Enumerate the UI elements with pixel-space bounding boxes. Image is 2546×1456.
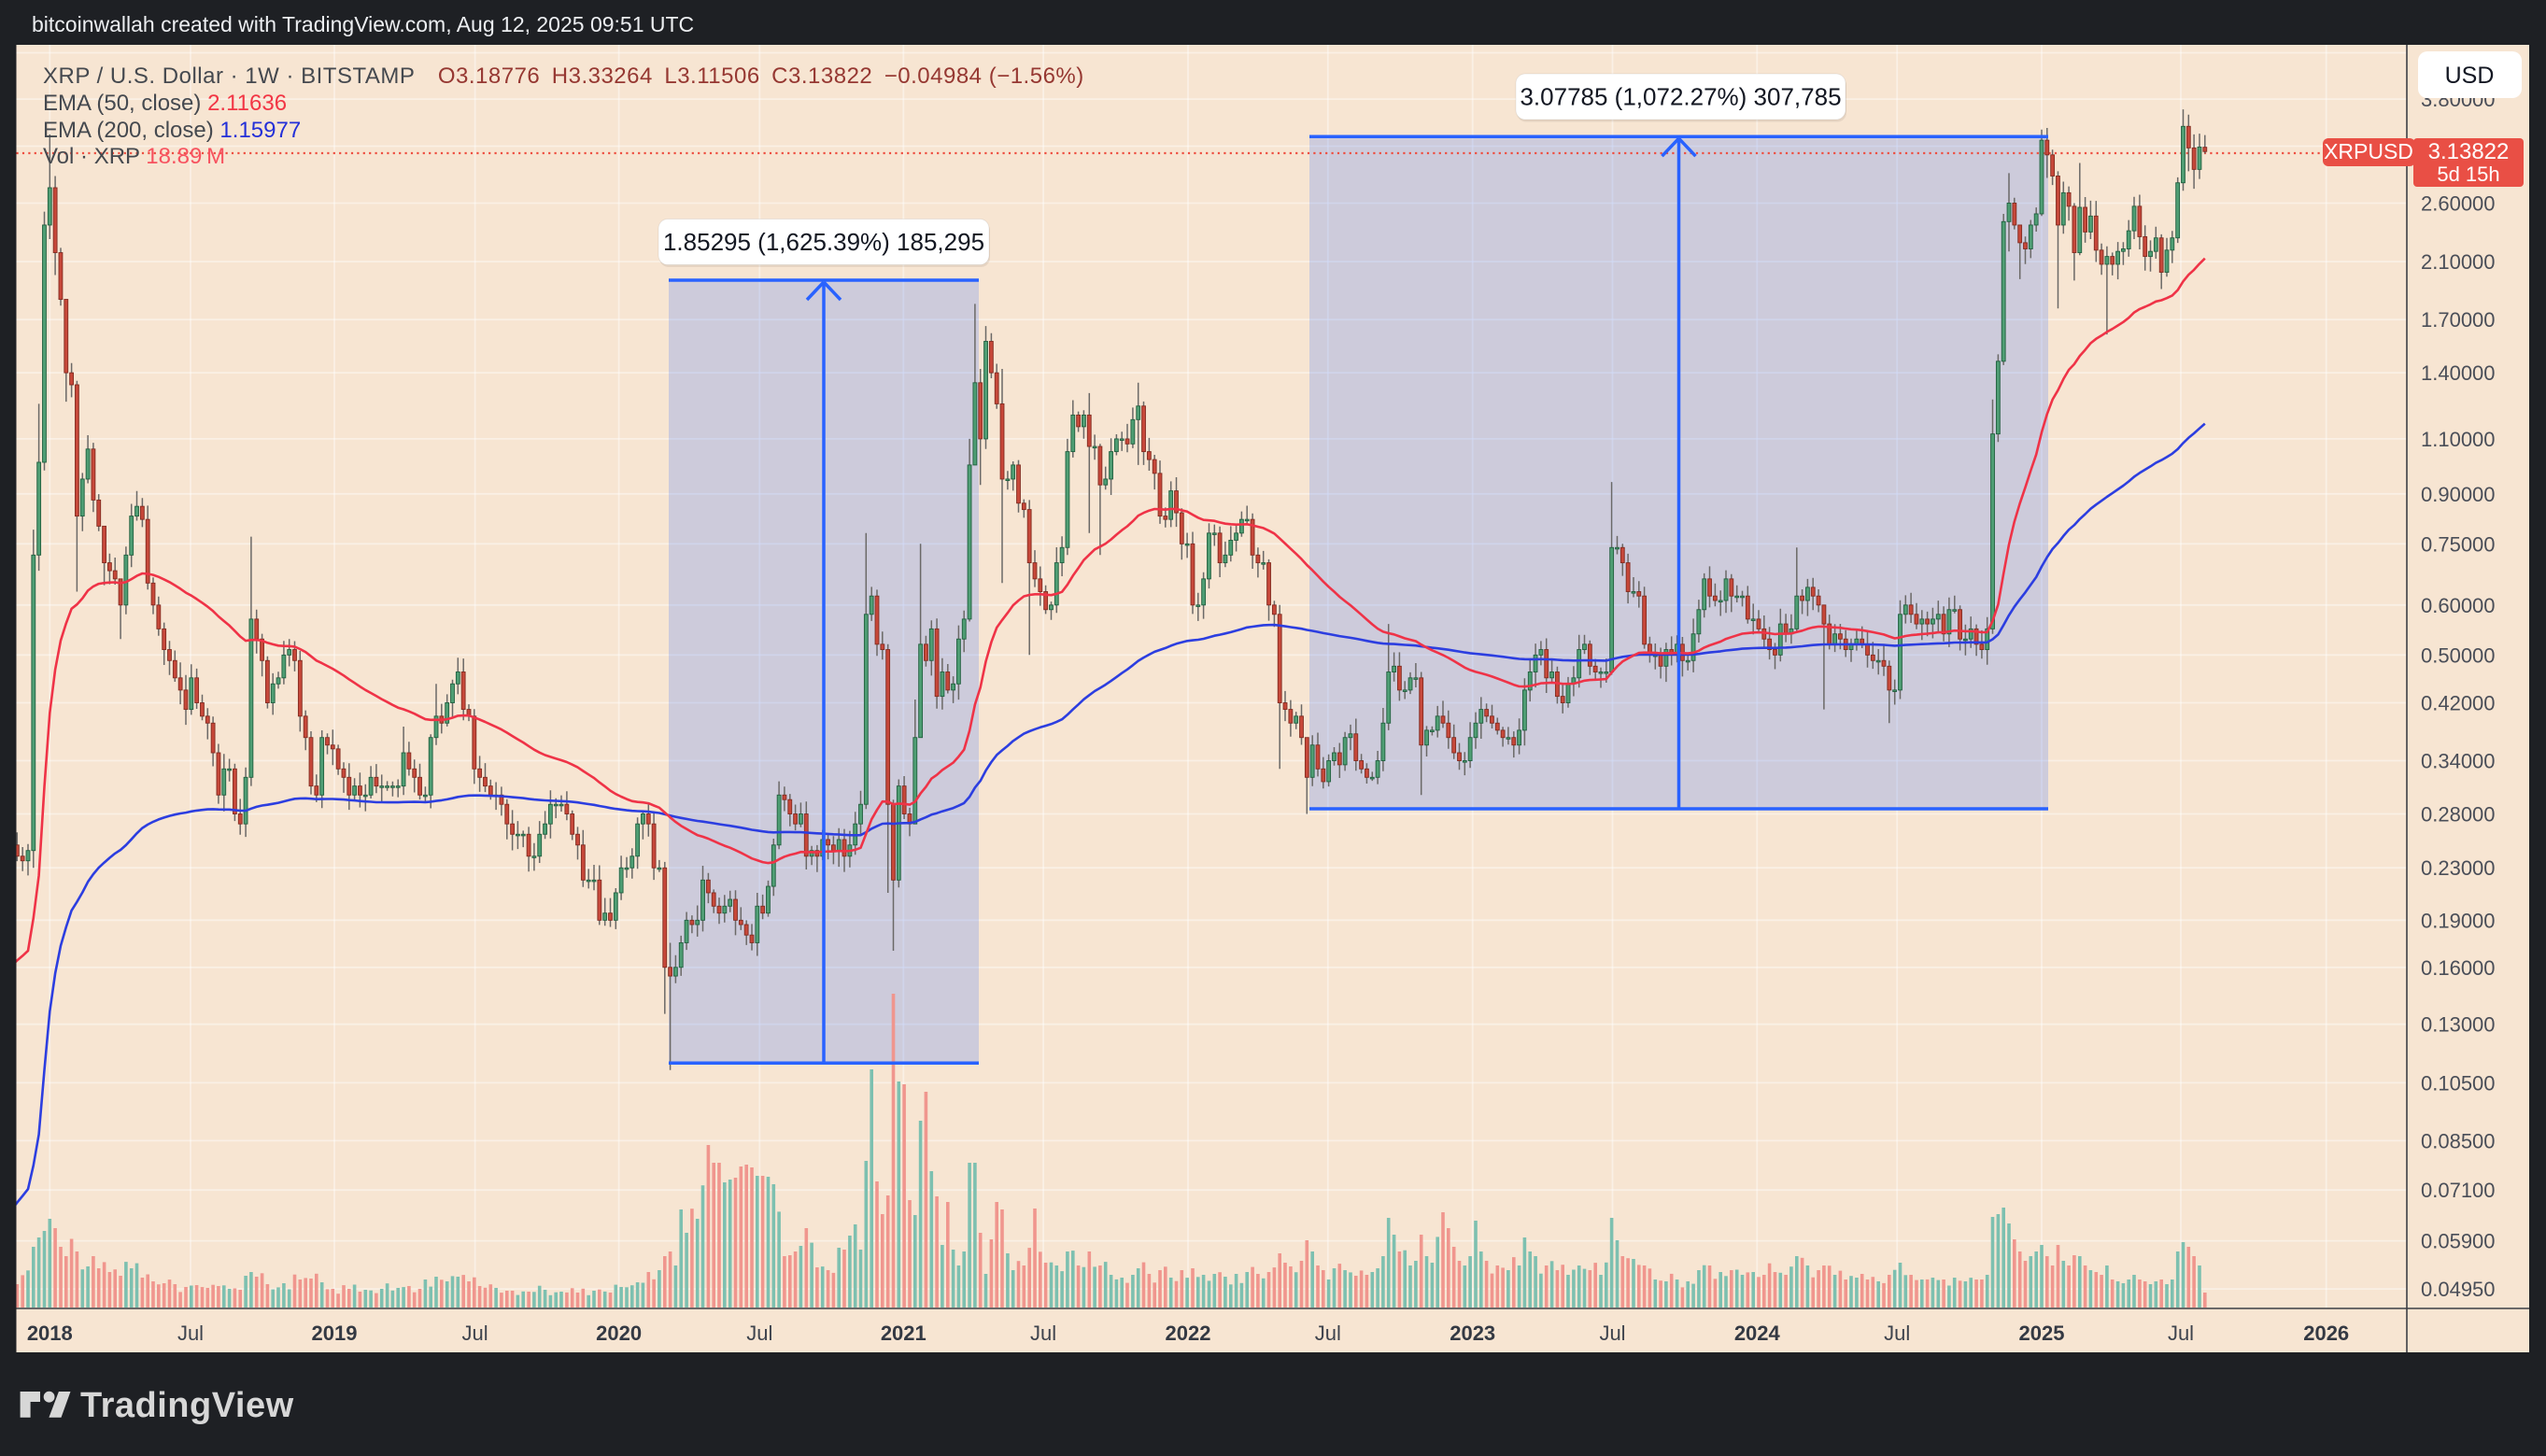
svg-text:Jul: Jul bbox=[177, 1322, 204, 1345]
svg-text:0.60000: 0.60000 bbox=[2421, 594, 2496, 617]
svg-text:0.90000: 0.90000 bbox=[2421, 483, 2496, 506]
svg-text:Jul: Jul bbox=[1599, 1322, 1625, 1345]
svg-text:EMA (200, close) 1.15977: EMA (200, close) 1.15977 bbox=[43, 118, 301, 143]
svg-text:0.07100: 0.07100 bbox=[2421, 1179, 2496, 1202]
svg-text:TradingView: TradingView bbox=[80, 1386, 294, 1425]
svg-text:2019: 2019 bbox=[312, 1322, 358, 1345]
svg-text:USD: USD bbox=[2445, 63, 2495, 89]
svg-text:Vol · XRP 18.89 M: Vol · XRP 18.89 M bbox=[43, 144, 225, 169]
svg-text:2024: 2024 bbox=[1734, 1322, 1781, 1345]
svg-text:0.75000: 0.75000 bbox=[2421, 532, 2496, 556]
svg-text:0.19000: 0.19000 bbox=[2421, 909, 2496, 932]
svg-text:5d 15h: 5d 15h bbox=[2437, 163, 2499, 186]
svg-text:Jul: Jul bbox=[1030, 1322, 1056, 1345]
svg-text:0.05900: 0.05900 bbox=[2421, 1230, 2496, 1253]
svg-text:bitcoinwallah created with Tra: bitcoinwallah created with TradingView.c… bbox=[32, 12, 694, 36]
svg-text:3.07785 (1,072.27%) 307,785: 3.07785 (1,072.27%) 307,785 bbox=[1520, 83, 1841, 111]
svg-text:0.23000: 0.23000 bbox=[2421, 856, 2496, 880]
svg-text:XRP / U.S. Dollar · 1W · BITST: XRP / U.S. Dollar · 1W · BITSTAMP O3.187… bbox=[43, 64, 1084, 89]
svg-text:1.40000: 1.40000 bbox=[2421, 361, 2496, 385]
svg-text:2022: 2022 bbox=[1166, 1322, 1211, 1345]
svg-text:2026: 2026 bbox=[2303, 1322, 2349, 1345]
svg-text:2020: 2020 bbox=[596, 1322, 642, 1345]
svg-text:0.04950: 0.04950 bbox=[2421, 1278, 2496, 1301]
svg-text:0.42000: 0.42000 bbox=[2421, 692, 2496, 715]
svg-text:0.16000: 0.16000 bbox=[2421, 956, 2496, 980]
svg-text:EMA (50, close) 2.11636: EMA (50, close) 2.11636 bbox=[43, 91, 287, 116]
svg-text:2023: 2023 bbox=[1450, 1322, 1495, 1345]
svg-text:1.10000: 1.10000 bbox=[2421, 428, 2496, 451]
svg-text:1.85295 (1,625.39%) 185,295: 1.85295 (1,625.39%) 185,295 bbox=[663, 228, 984, 256]
svg-text:0.50000: 0.50000 bbox=[2421, 643, 2496, 667]
svg-text:1.70000: 1.70000 bbox=[2421, 308, 2496, 332]
svg-text:Jul: Jul bbox=[1315, 1322, 1341, 1345]
svg-text:2.10000: 2.10000 bbox=[2421, 250, 2496, 274]
svg-text:2025: 2025 bbox=[2019, 1322, 2065, 1345]
svg-text:2.60000: 2.60000 bbox=[2421, 192, 2496, 216]
svg-text:0.28000: 0.28000 bbox=[2421, 803, 2496, 827]
svg-text:0.08500: 0.08500 bbox=[2421, 1129, 2496, 1152]
svg-text:0.34000: 0.34000 bbox=[2421, 750, 2496, 773]
svg-text:0.10500: 0.10500 bbox=[2421, 1071, 2496, 1095]
svg-text:Jul: Jul bbox=[2168, 1322, 2194, 1345]
svg-text:2021: 2021 bbox=[881, 1322, 926, 1345]
svg-text:Jul: Jul bbox=[746, 1322, 772, 1345]
svg-text:XRPUSD: XRPUSD bbox=[2324, 139, 2413, 163]
svg-text:Jul: Jul bbox=[462, 1322, 488, 1345]
svg-text:2018: 2018 bbox=[27, 1322, 73, 1345]
svg-text:Jul: Jul bbox=[1884, 1322, 1910, 1345]
svg-text:0.13000: 0.13000 bbox=[2421, 1013, 2496, 1037]
svg-text:3.13822: 3.13822 bbox=[2428, 139, 2510, 164]
